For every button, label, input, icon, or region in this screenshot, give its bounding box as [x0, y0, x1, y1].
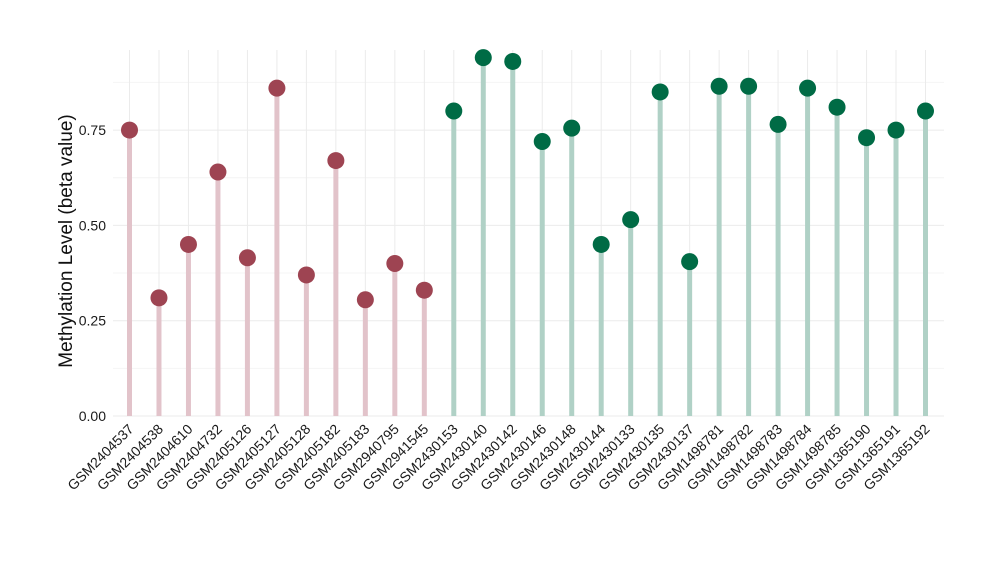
- lollipop-point: [150, 289, 168, 307]
- lollipop-point: [179, 235, 197, 253]
- lollipop-point: [268, 79, 286, 97]
- lollipop-point: [356, 291, 374, 309]
- lollipop-point: [740, 77, 758, 95]
- y-tick-label: 0.75: [79, 122, 106, 138]
- lollipop-point: [415, 281, 433, 299]
- y-tick-label: 0.00: [79, 408, 106, 424]
- lollipop-point: [297, 266, 315, 284]
- lollipop-point: [710, 77, 728, 95]
- lollipop-point: [799, 79, 817, 97]
- lollipop-point: [121, 121, 138, 139]
- lollipop-point: [917, 102, 934, 120]
- lollipop-point: [533, 133, 551, 150]
- y-axis-tick-labels: 0.00 0.25 0.50 0.75: [79, 122, 106, 424]
- x-axis-tick-labels: GSM2404537GSM2404538GSM2404610GSM2404732…: [64, 421, 933, 494]
- y-tick-label: 0.25: [79, 313, 106, 329]
- lollipop-point: [681, 253, 699, 271]
- lollipop-point: [474, 49, 492, 67]
- lollipop-point: [386, 255, 404, 272]
- lollipop-points: [121, 49, 934, 309]
- grid-lines: [113, 50, 944, 417]
- lollipop-point: [504, 52, 522, 70]
- lollipop-point: [445, 102, 463, 120]
- y-tick-label: 0.50: [79, 217, 106, 233]
- lollipop-point: [828, 98, 846, 116]
- lollipop-point: [622, 211, 640, 229]
- lollipop-point: [327, 152, 345, 170]
- lollipop-stems: [127, 57, 928, 416]
- lollipop-point: [651, 83, 669, 101]
- lollipop-point: [563, 119, 581, 137]
- lollipop-point: [769, 115, 787, 133]
- lollipop-point: [592, 235, 610, 253]
- lollipop-point: [238, 249, 256, 267]
- lollipop-point: [209, 163, 227, 181]
- lollipop-point: [887, 121, 905, 139]
- lollipop-point: [858, 129, 876, 147]
- y-axis-title: Methylation Level (beta value): [56, 114, 77, 367]
